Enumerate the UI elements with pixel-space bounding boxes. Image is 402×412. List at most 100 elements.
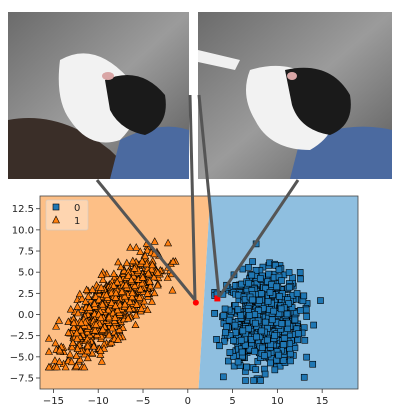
data-point-class-0 (221, 305, 229, 313)
data-point-class-1 (132, 300, 141, 308)
y-tick-label: 2.5 (18, 289, 34, 300)
data-point-class-0 (270, 307, 278, 315)
data-point-class-1 (111, 313, 120, 321)
data-point-class-1 (97, 357, 106, 365)
data-point-class-1 (126, 297, 135, 305)
y-tick-label: 0.0 (18, 310, 34, 321)
y-tick-label: 5.0 (18, 268, 34, 279)
data-point-class-0 (271, 366, 279, 374)
data-point-class-0 (252, 366, 260, 373)
data-point-class-0 (226, 349, 234, 356)
data-point-class-0 (250, 377, 257, 384)
data-point-class-1 (69, 318, 78, 327)
inset-connectors (95, 94, 300, 301)
data-point-class-0 (287, 357, 294, 365)
data-point-class-1 (114, 335, 123, 343)
data-point-class-0 (257, 377, 264, 384)
data-point-class-0 (223, 323, 230, 331)
data-point-class-1 (98, 325, 107, 333)
data-point-class-0 (231, 321, 239, 329)
data-point-class-0 (266, 289, 274, 296)
data-point-class-0 (309, 360, 317, 368)
data-point-class-0 (265, 270, 273, 278)
data-point-class-0 (288, 304, 296, 311)
data-point-class-0 (252, 319, 259, 327)
data-point-class-1 (111, 301, 120, 309)
data-point-class-1 (68, 338, 77, 346)
data-point-class-1 (138, 256, 147, 265)
data-point-class-1 (109, 269, 118, 277)
legend-box (45, 199, 89, 231)
data-point-class-0 (271, 332, 278, 339)
y-tick-label: 12.5 (12, 204, 34, 215)
data-point-class-0 (245, 279, 252, 287)
data-point-class-1 (143, 305, 152, 314)
y-tick-label: −7.5 (10, 373, 34, 384)
data-point-class-1 (89, 342, 98, 350)
y-tick-label: 7.5 (18, 247, 34, 258)
plot-area (39, 195, 359, 390)
data-point-class-1 (97, 270, 106, 278)
data-point-class-0 (285, 269, 293, 276)
data-point-class-1 (122, 280, 131, 289)
data-point-class-1 (72, 361, 81, 370)
data-point-class-1 (55, 316, 64, 324)
data-point-class-0 (267, 359, 274, 367)
data-point-class-1 (128, 256, 137, 265)
data-point-class-1 (52, 322, 61, 330)
data-point-class-1 (135, 293, 144, 301)
data-point-class-0 (255, 307, 262, 314)
legend-marker-class-0 (52, 203, 60, 211)
data-point-class-1 (138, 273, 147, 281)
data-point-class-0 (303, 313, 310, 320)
data-point-class-1 (147, 297, 156, 305)
data-point-class-0 (302, 306, 310, 314)
data-point-class-0 (256, 297, 263, 304)
data-point-class-1 (44, 347, 53, 355)
data-point-class-1 (136, 284, 145, 293)
data-point-class-0 (256, 275, 264, 282)
data-point-class-1 (84, 292, 93, 300)
connector-line (95, 179, 197, 301)
data-point-class-0 (239, 327, 247, 335)
legend-marker-class-1 (52, 215, 60, 224)
data-point-class-0 (230, 353, 237, 360)
data-point-class-0 (297, 275, 304, 283)
data-point-class-0 (251, 347, 258, 355)
data-point-class-0 (289, 274, 296, 281)
data-point-class-1 (164, 238, 173, 247)
data-point-class-1 (52, 362, 61, 371)
y-tick-label: −2.5 (10, 331, 34, 342)
data-point-class-0 (293, 290, 301, 297)
data-point-class-1 (150, 288, 159, 297)
data-point-class-0 (276, 293, 283, 300)
data-point-class-1 (72, 328, 81, 337)
data-point-class-1 (91, 292, 100, 300)
data-point-class-1 (127, 275, 136, 284)
data-point-class-1 (98, 275, 107, 283)
data-point-class-0 (264, 297, 272, 305)
inset-image-left (8, 12, 189, 179)
data-point-class-0 (296, 269, 304, 276)
data-point-class-0 (220, 373, 227, 381)
data-point-class-0 (264, 336, 271, 344)
data-point-class-1 (94, 295, 103, 303)
data-point-class-0 (287, 350, 294, 358)
data-point-class-1 (73, 302, 82, 310)
data-point-class-1 (126, 243, 135, 251)
legend: 0 1 (45, 199, 89, 231)
data-point-class-1 (132, 310, 141, 319)
data-point-class-1 (98, 300, 107, 308)
data-point-class-0 (301, 336, 309, 344)
data-point-class-1 (111, 293, 120, 301)
connector-line (197, 94, 221, 298)
highlighted-points (192, 295, 221, 306)
data-point-class-1 (75, 289, 84, 298)
data-point-class-1 (146, 281, 155, 290)
data-point-class-1 (83, 353, 92, 362)
data-point-class-0 (261, 370, 269, 378)
data-point-class-0 (277, 305, 285, 313)
legend-label-class-1: 1 (74, 216, 80, 227)
data-point-class-0 (251, 311, 258, 318)
